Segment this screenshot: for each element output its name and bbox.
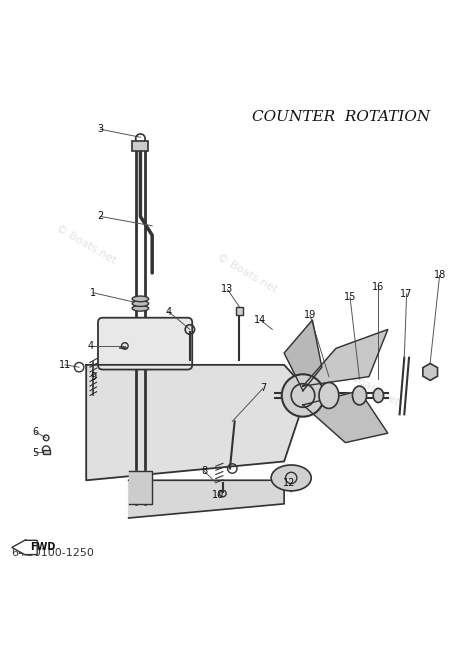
Polygon shape [303, 391, 388, 443]
Text: 19: 19 [304, 310, 316, 320]
Polygon shape [303, 330, 388, 386]
Text: 7: 7 [260, 384, 266, 393]
Ellipse shape [271, 465, 311, 491]
Circle shape [282, 374, 324, 416]
Polygon shape [128, 471, 152, 504]
Text: 9: 9 [90, 372, 96, 382]
Polygon shape [284, 320, 322, 391]
Polygon shape [128, 480, 284, 518]
Text: 4: 4 [88, 341, 94, 351]
Ellipse shape [132, 306, 149, 311]
Ellipse shape [353, 386, 366, 405]
Ellipse shape [373, 388, 383, 403]
Text: 15: 15 [344, 293, 356, 302]
Bar [132, 141, 148, 152]
Text: 5: 5 [33, 448, 39, 458]
Text: 6: 6 [33, 427, 39, 437]
Text: COUNTER  ROTATION: COUNTER ROTATION [252, 110, 430, 125]
Text: 13: 13 [221, 285, 234, 295]
Ellipse shape [132, 296, 149, 302]
Ellipse shape [132, 301, 149, 306]
Text: 3: 3 [97, 125, 103, 134]
Text: © Boats.net: © Boats.net [55, 223, 118, 266]
Bar [236, 307, 243, 316]
Ellipse shape [319, 382, 339, 409]
Text: 2: 2 [97, 212, 103, 221]
Text: 16: 16 [372, 282, 384, 292]
FancyBboxPatch shape [98, 318, 192, 370]
Text: 18: 18 [434, 270, 446, 280]
Text: 12: 12 [283, 478, 295, 488]
Circle shape [323, 390, 335, 401]
Text: 4: 4 [165, 306, 172, 316]
Text: 1: 1 [90, 288, 96, 298]
Text: 8: 8 [201, 466, 207, 476]
Text: © Boats.net: © Boats.net [215, 252, 278, 295]
Text: © Boats.net: © Boats.net [337, 364, 401, 407]
Text: 11: 11 [59, 360, 71, 370]
Text: 14: 14 [255, 315, 267, 325]
Bar [43, 449, 50, 454]
Text: 10: 10 [212, 490, 224, 500]
Polygon shape [86, 365, 308, 480]
Text: 17: 17 [401, 289, 413, 299]
Text: 64G0100-1250: 64G0100-1250 [11, 548, 94, 558]
